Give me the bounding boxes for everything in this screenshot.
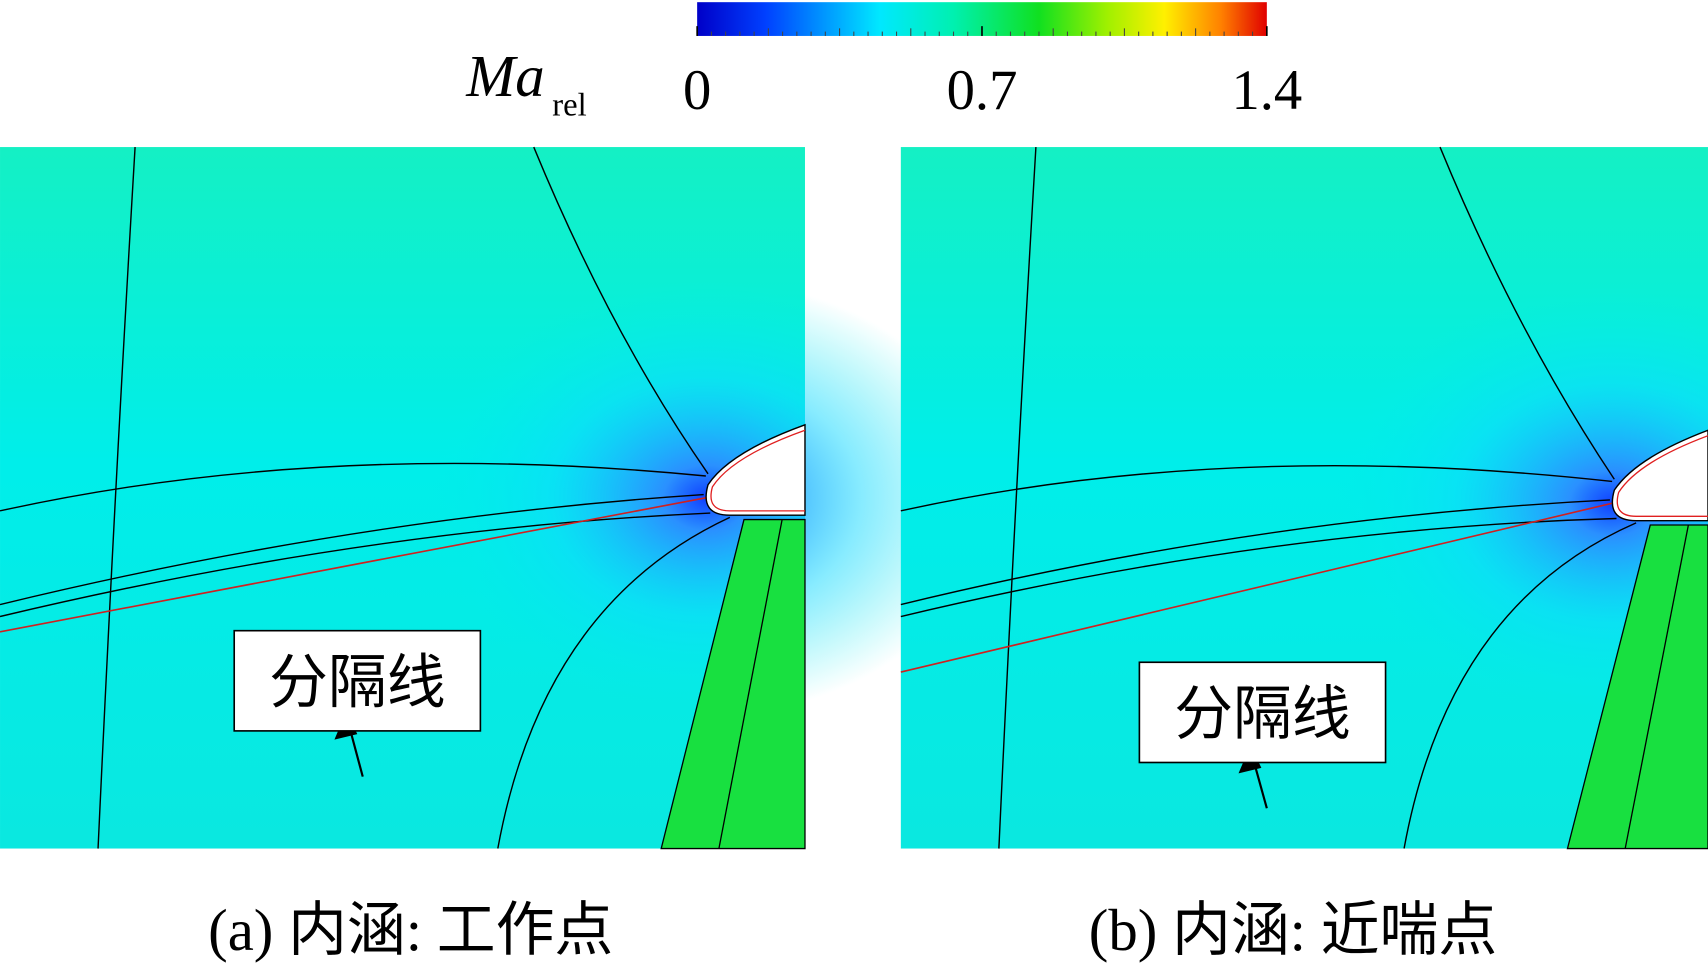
blade — [705, 423, 806, 516]
blade-surface — [1616, 435, 1708, 517]
colorbar-tick-label: 1.4 — [1231, 60, 1302, 122]
colorbar-tick-label: 0 — [683, 60, 711, 122]
panel-caption: (a) 内涵: 工作点 — [208, 898, 613, 963]
annotation-text: 分隔线 — [269, 651, 445, 716]
panel-caption: (b) 内涵: 近喘点 — [1089, 898, 1497, 963]
blade-surface — [710, 429, 806, 512]
streamline — [0, 462, 706, 512]
grid-line — [97, 147, 136, 849]
dividing-line — [0, 496, 707, 633]
contour-line — [718, 519, 783, 849]
leading-edge-low-speed — [1329, 285, 1708, 722]
streamline — [0, 493, 704, 606]
streamline — [900, 517, 1617, 618]
blade — [1611, 429, 1708, 522]
colorbar-label: Ma — [465, 44, 544, 109]
colorbar-tick-label: 0.7 — [947, 60, 1018, 122]
panel: 分隔线 — [900, 146, 1708, 850]
streamline — [900, 499, 1610, 606]
annotation-box — [233, 629, 482, 732]
annotation-text: 分隔线 — [1174, 682, 1350, 747]
grid-line — [497, 516, 731, 849]
panel: 分隔线 — [0, 146, 990, 850]
contour-line — [1624, 524, 1690, 849]
streamline — [0, 512, 711, 618]
grid-line — [1439, 146, 1615, 480]
grid-line — [533, 146, 709, 475]
dividing-line — [900, 502, 1613, 673]
green-region — [660, 518, 806, 850]
annotation-box — [1138, 661, 1387, 764]
colorbar-label-subscript: rel — [552, 87, 586, 123]
streamline — [900, 464, 1613, 512]
grid-line — [1403, 522, 1637, 849]
grid-line — [998, 147, 1037, 849]
